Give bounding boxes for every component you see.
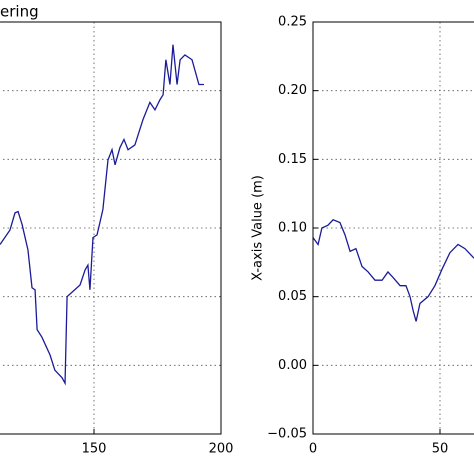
x-tick-label: 150 bbox=[82, 442, 107, 457]
y-tick-label: 0.15 bbox=[278, 152, 307, 167]
y-axis-label: X-axis Value (m) bbox=[251, 175, 266, 281]
y-tick-label: 0.00 bbox=[278, 358, 307, 373]
axes-frame bbox=[312, 21, 474, 435]
chart-title: ering bbox=[0, 3, 39, 21]
axes-frame bbox=[0, 21, 222, 435]
x-tick-label: 50 bbox=[432, 442, 449, 457]
y-tick-label: −0.05 bbox=[267, 427, 307, 442]
y-tick-label: 0.05 bbox=[278, 289, 307, 304]
y-tick-label: 0.20 bbox=[278, 83, 307, 98]
data-line bbox=[312, 218, 474, 322]
x-tick-label: 200 bbox=[209, 442, 234, 457]
x-tick-label: 0 bbox=[309, 442, 317, 457]
y-tick-label: 0.10 bbox=[278, 221, 307, 236]
data-line bbox=[0, 44, 204, 386]
y-tick-label: 0.25 bbox=[278, 15, 307, 30]
